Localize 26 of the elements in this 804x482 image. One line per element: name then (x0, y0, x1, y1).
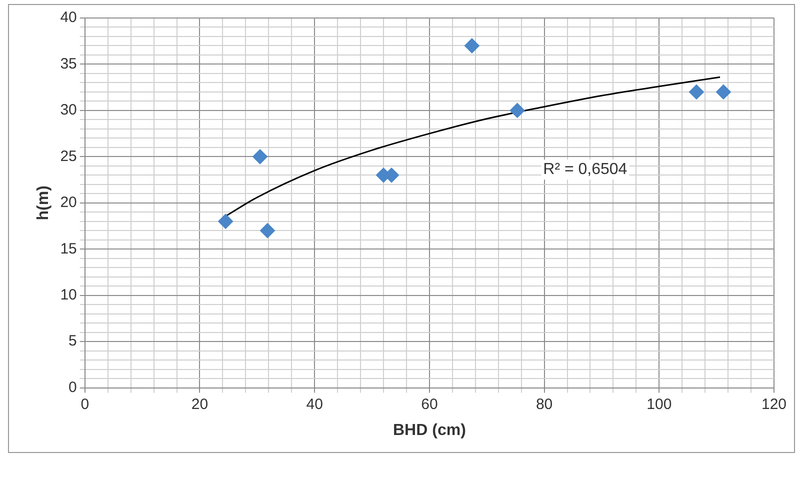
y-tick-label: 0 (68, 378, 77, 396)
x-tick-label: 0 (80, 396, 90, 413)
point (464, 38, 480, 54)
point (252, 149, 268, 164)
point (510, 102, 525, 118)
y-tick-label: 40 (60, 9, 77, 26)
x-tick-label: 100 (646, 396, 672, 413)
x-tick-label: 40 (306, 396, 323, 413)
x-axis-title: BHD (cm) (392, 422, 466, 439)
x-tick-label: 20 (191, 396, 208, 413)
x-tick-label: 80 (536, 396, 553, 413)
x-tick-label: 60 (421, 396, 438, 413)
y-tick-label: 35 (60, 55, 77, 72)
y-tick-label: 10 (60, 286, 77, 304)
y-tick-label: 20 (60, 194, 77, 212)
y-tick-label: 5 (68, 332, 77, 350)
point (218, 214, 234, 229)
point (716, 84, 731, 100)
y-axis-title: h(m) (35, 186, 52, 220)
point (688, 84, 704, 100)
point (260, 223, 275, 238)
annotation: R² = 0,6504 (543, 161, 628, 178)
y-tick-label: 30 (60, 102, 77, 119)
y-tick-label: 15 (60, 240, 77, 258)
y-tick-label: 25 (60, 148, 77, 165)
x-tick-label: 120 (761, 396, 787, 413)
